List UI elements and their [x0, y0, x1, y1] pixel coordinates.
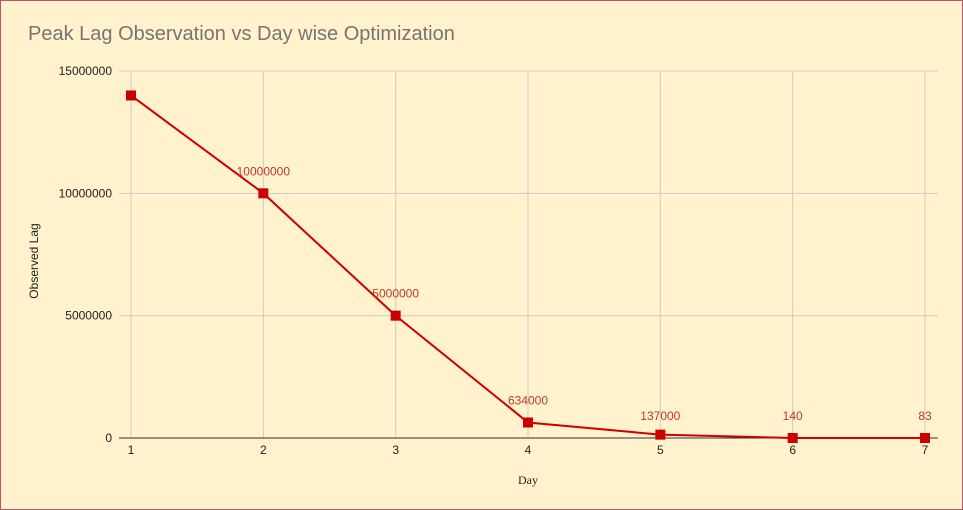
x-tick-label: 6: [789, 443, 796, 457]
data-point: [390, 310, 401, 321]
chart-title: Peak Lag Observation vs Day wise Optimiz…: [28, 23, 455, 45]
x-tick-label: 7: [922, 443, 929, 457]
data-point: [920, 432, 930, 443]
grid: [119, 70, 938, 438]
y-tick-label: 10000000: [59, 186, 113, 200]
x-tick-label: 2: [260, 443, 267, 457]
x-tick-label: 5: [657, 443, 664, 457]
data-label: 83: [918, 409, 932, 423]
data-label: 5000000: [372, 287, 419, 301]
data-point: [258, 188, 269, 199]
data-label: 10000000: [237, 164, 291, 178]
data-point: [655, 429, 666, 440]
data-point: [126, 90, 136, 101]
data-point: [523, 417, 533, 428]
data-point: [787, 432, 798, 443]
data-label: 137000: [640, 409, 680, 423]
y-tick-label: 15000000: [59, 64, 113, 78]
x-axis-title: Day: [518, 473, 538, 487]
x-tick-label: 3: [392, 443, 399, 457]
data-labels: 10000000 5000000 634000 137000 140 83: [237, 164, 932, 423]
x-tick-label: 1: [128, 443, 135, 457]
y-tick-label: 0: [105, 431, 112, 445]
x-tick-label: 4: [525, 443, 532, 457]
y-tick-label: 5000000: [65, 309, 112, 323]
data-label: 140: [783, 409, 803, 423]
data-label: 634000: [508, 393, 548, 407]
series-layer: [126, 90, 930, 443]
y-axis-title: Observed Lag: [27, 223, 41, 298]
